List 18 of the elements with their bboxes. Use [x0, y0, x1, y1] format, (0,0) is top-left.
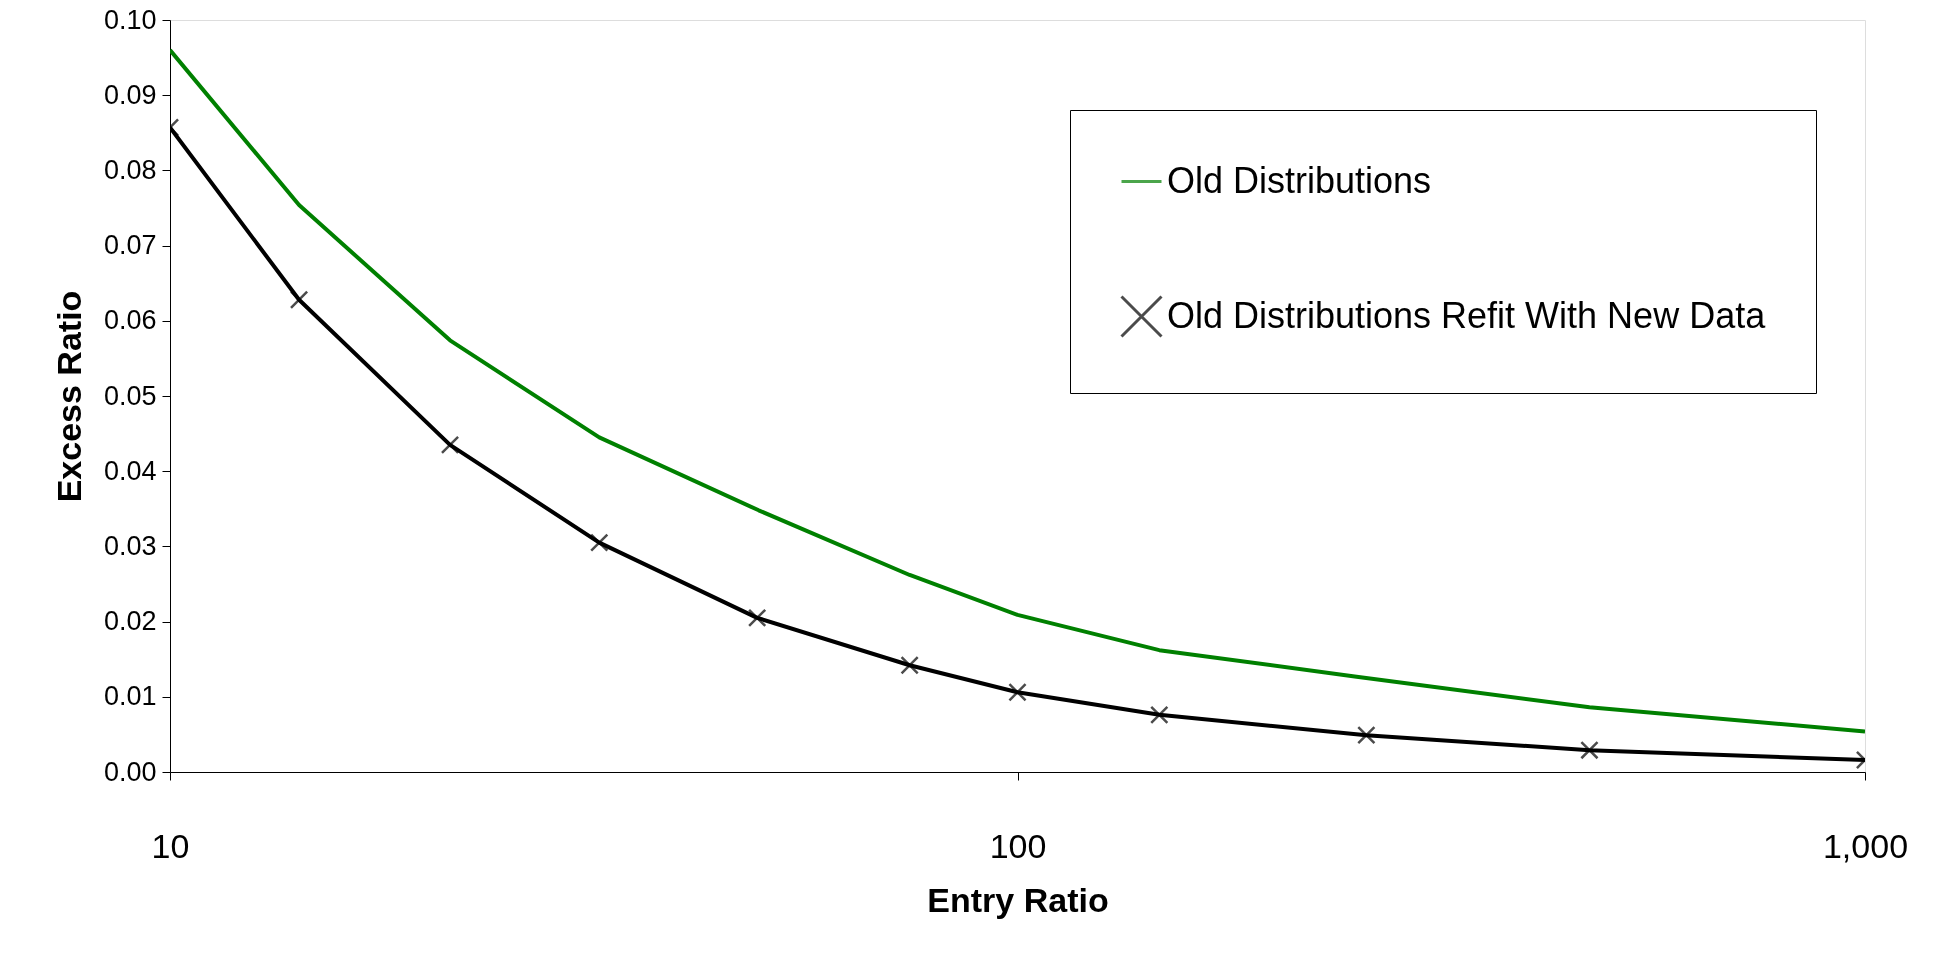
y-tick-label: 0.01 — [103, 681, 157, 712]
y-tick-label: 0.06 — [103, 305, 157, 336]
y-tick-label: 0.09 — [103, 79, 157, 110]
y-axis-title: Excess Ratio — [49, 290, 88, 503]
y-tick-label: 0.08 — [103, 154, 157, 185]
y-tick-label: 0.07 — [103, 230, 157, 261]
legend-label: Old Distributions — [1167, 159, 1432, 201]
x-tick-label: 1,000 — [1822, 826, 1909, 865]
y-tick-label: 0.10 — [103, 4, 157, 35]
y-tick-label: 0.03 — [103, 530, 157, 561]
legend-label: Old Distributions Refit With New Data — [1167, 294, 1767, 336]
x-tick-label: 100 — [989, 826, 1047, 865]
x-axis-title: Entry Ratio — [927, 880, 1109, 919]
y-tick-label: 0.00 — [103, 756, 157, 787]
y-tick-label: 0.04 — [103, 455, 157, 486]
x-tick-label: 10 — [151, 826, 190, 865]
y-tick-label: 0.02 — [103, 606, 157, 637]
y-tick-label: 0.05 — [103, 380, 157, 411]
